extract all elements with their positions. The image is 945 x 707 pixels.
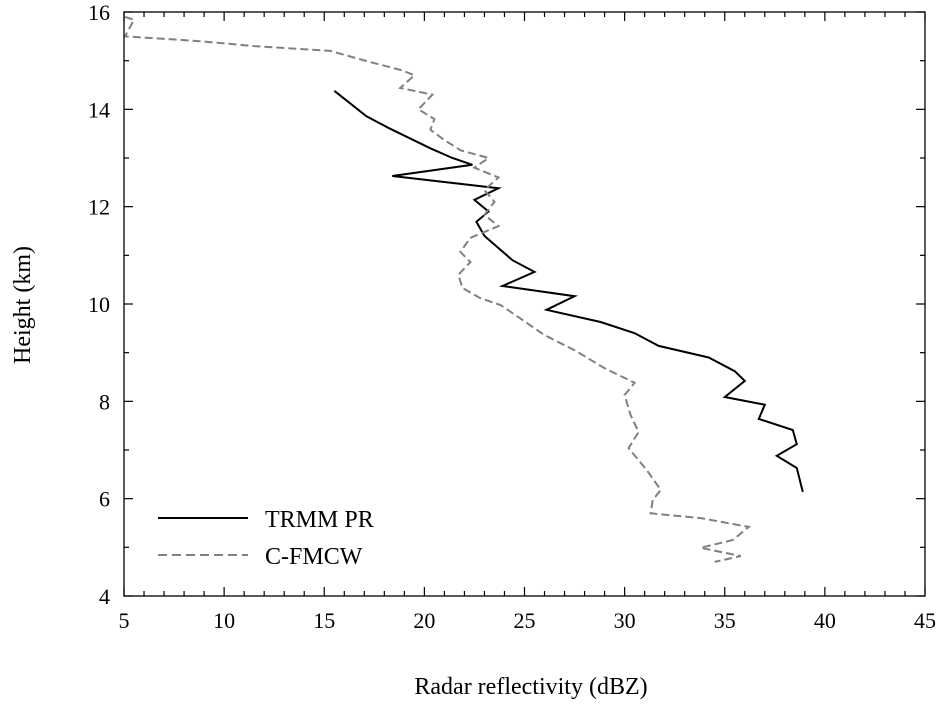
plot-frame	[123, 11, 926, 597]
x-tick-label: 25	[514, 608, 536, 633]
series-line-c-fmcw	[123, 15, 752, 563]
y-tick-label: 8	[99, 389, 110, 414]
x-tick-label: 20	[413, 608, 435, 633]
y-tick-label: 16	[88, 0, 110, 25]
x-tick-label: 40	[814, 608, 836, 633]
axis-ticks: 5 10 15 20 25 30 35 40 45 4 6 8 10 12 14 16	[88, 0, 936, 633]
y-tick-label: 14	[88, 97, 110, 122]
legend: TRMM PR C-FMCW	[158, 507, 374, 570]
y-tick-label: 10	[88, 292, 110, 317]
x-tick-label: 5	[119, 608, 130, 633]
legend-label-cfmcw: C-FMCW	[265, 544, 363, 570]
x-tick-label: 45	[914, 608, 936, 633]
series-group	[123, 15, 804, 563]
x-tick-label: 30	[614, 608, 636, 633]
x-tick-label: 35	[714, 608, 736, 633]
x-axis-label: Radar reflectivity (dBZ)	[414, 674, 647, 700]
y-tick-label: 6	[99, 487, 110, 512]
y-tick-label: 4	[99, 584, 110, 609]
y-tick-label: 12	[88, 195, 110, 220]
legend-label-trmm: TRMM PR	[265, 507, 374, 533]
x-tick-label: 10	[213, 608, 235, 633]
y-axis-label: Height (km)	[10, 246, 36, 364]
x-tick-label: 15	[313, 608, 335, 633]
series-line-trmm-pr	[333, 90, 804, 493]
